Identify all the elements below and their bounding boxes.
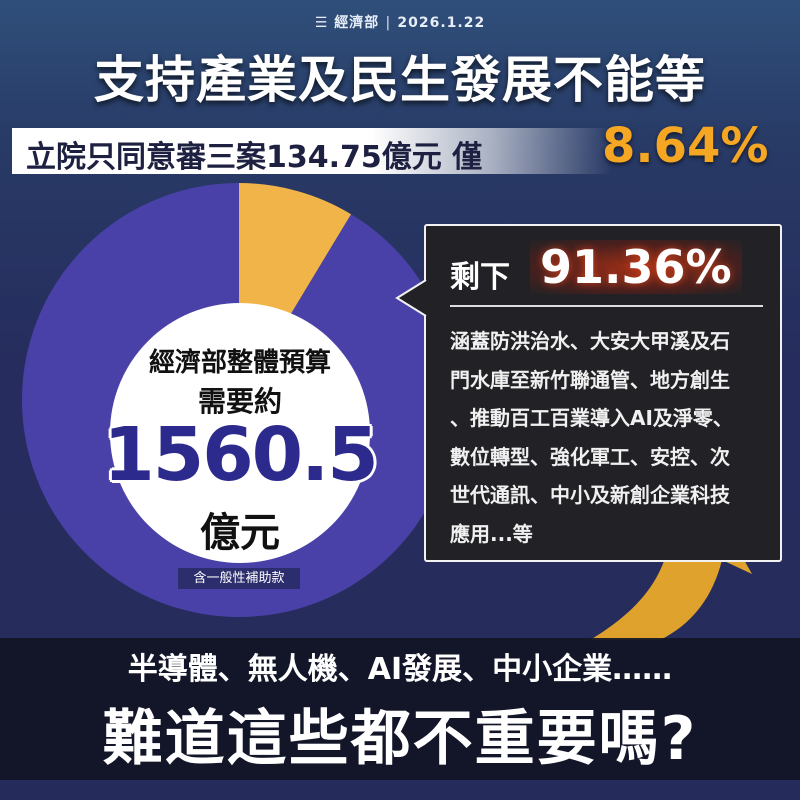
bottom-band (0, 638, 800, 780)
body-line: 涵蓋防洪治水、大安大甲溪及石 (450, 329, 730, 353)
ministry-logo: ☰ 經濟部 | 2026.1.22 (314, 15, 486, 31)
bottom-list: 半導體、無人機、AI發展、中小企業…… (127, 652, 673, 687)
body-line: 、推動百工百業導入AI及淨零、 (450, 406, 733, 430)
menu-lines-icon: ☰ (314, 15, 335, 31)
bottom-question: 難道這些都不重要嗎? (102, 704, 698, 774)
remaining-percent: 91.36% (530, 240, 742, 294)
body-line: 應用...等 (450, 521, 533, 546)
body-line: 世代通訊、中小及新創企業科技 (450, 483, 730, 507)
donut-center (110, 303, 370, 563)
ministry-name: 經濟部 (334, 15, 380, 31)
remaining-label: 剩下 (450, 260, 510, 295)
callout-body: 涵蓋防洪治水、大安大甲溪及石 門水庫至新竹聯通管、地方創生 、推動百工百業導入A… (450, 322, 770, 553)
approved-percent: 8.64% (602, 118, 769, 174)
budget-unit: 億元 (200, 510, 280, 556)
budget-amount: 1560.5 (103, 412, 379, 498)
budget-note: 含一般性補助款 (178, 568, 300, 589)
date: 2026.1.22 (397, 15, 486, 31)
divider (450, 305, 763, 307)
callout-tail (395, 279, 428, 317)
subtitle-text: 立院只同意審三案134.75億元 僅 (26, 140, 483, 175)
budget-label-2: 需要約 (197, 385, 282, 418)
subtitle-bar (12, 128, 612, 174)
page-title: 支持產業及民生發展不能等 (94, 51, 706, 109)
body-line: 數位轉型、強化軍工、安控、次 (450, 444, 730, 469)
body-line: 門水庫至新竹聯通管、地方創生 (450, 367, 730, 392)
budget-label: 經濟部整體預算 (148, 348, 331, 378)
